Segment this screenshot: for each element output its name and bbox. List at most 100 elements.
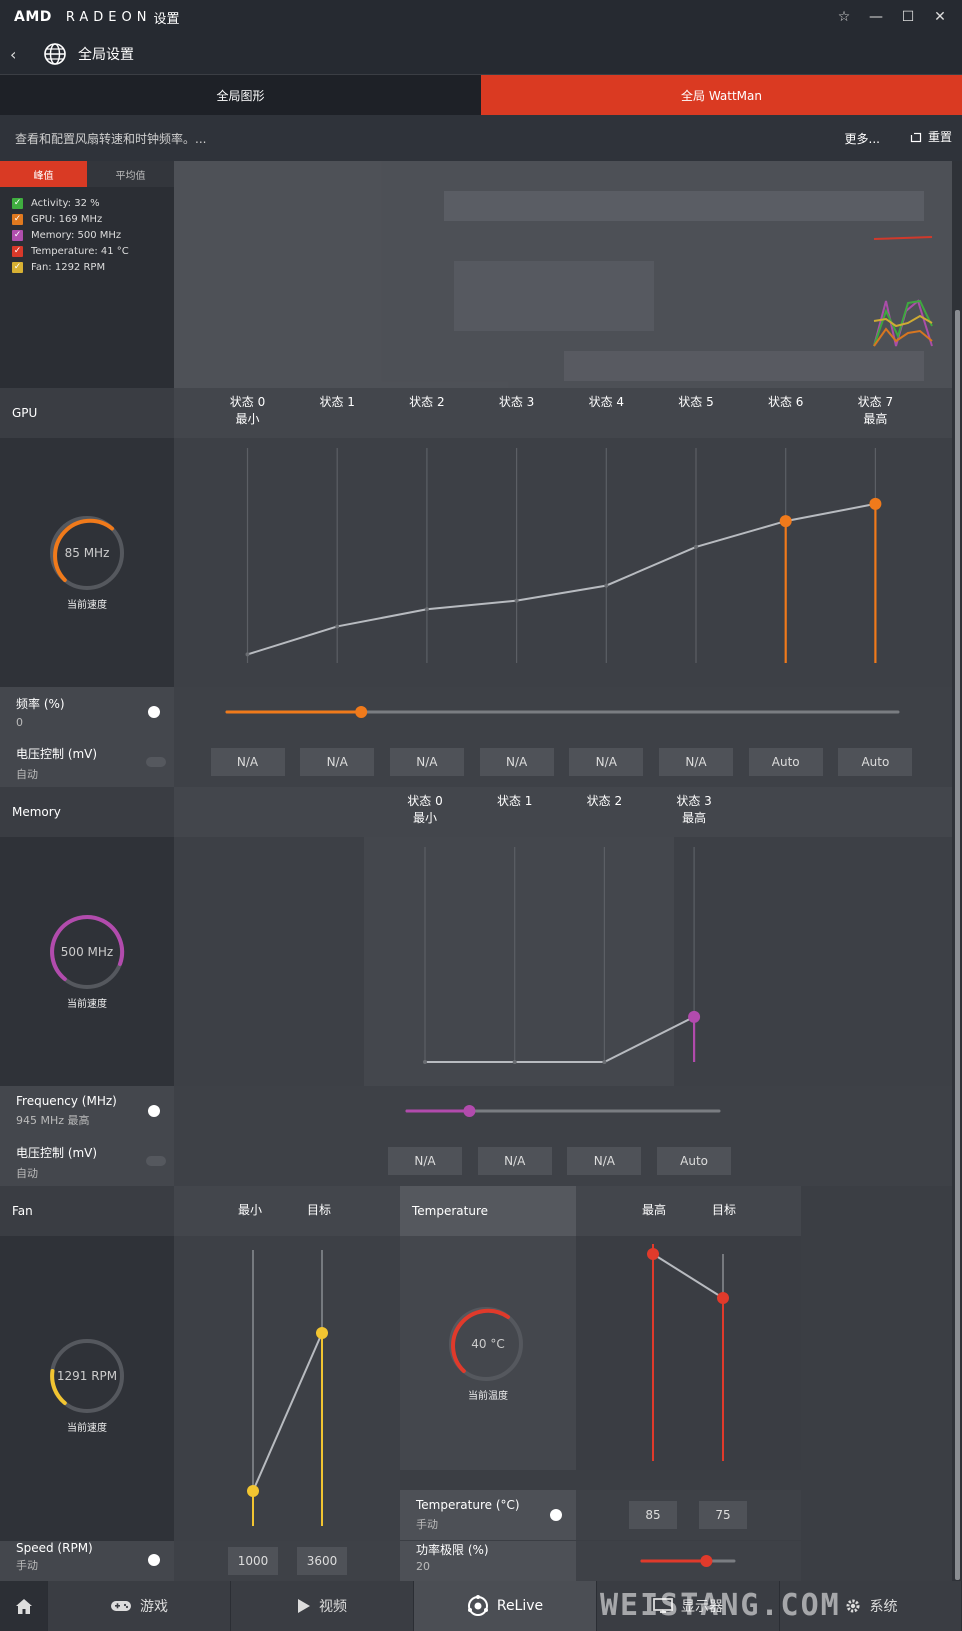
- power-limit-label: 功率极限 (%): [416, 1543, 489, 1557]
- state-point[interactable]: [694, 544, 698, 549]
- gpu-voltage-cell[interactable]: N/A: [569, 748, 644, 776]
- gpu-voltage-cell[interactable]: N/A: [210, 748, 285, 776]
- gpu-voltage-cell[interactable]: N/A: [300, 748, 375, 776]
- temperature-gauge-dial: [449, 1307, 523, 1381]
- back-arrow-icon[interactable]: ‹: [10, 44, 17, 64]
- average-toggle[interactable]: 平均值: [87, 161, 174, 187]
- fan-speed-label: Speed (RPM): [16, 1541, 93, 1555]
- temperature-manual-toggle[interactable]: [550, 1509, 562, 1521]
- gpu-voltage-cell[interactable]: Auto: [838, 748, 913, 776]
- legend-item[interactable]: ✓ GPU: 169 MHz: [0, 211, 174, 227]
- temperature-max-point[interactable]: [647, 1248, 659, 1260]
- gpu-voltage-cell[interactable]: Auto: [748, 748, 823, 776]
- tab-global-graphics[interactable]: 全局图形: [0, 75, 481, 115]
- radeon-logo: RADEON: [65, 9, 152, 25]
- video-button[interactable]: 视频: [231, 1581, 414, 1631]
- legend-item[interactable]: ✓ Activity: 32 %: [0, 195, 174, 211]
- slider-thumb[interactable]: [463, 1105, 476, 1117]
- state-point[interactable]: [245, 652, 250, 657]
- gpu-voltage-cell[interactable]: N/A: [479, 748, 554, 776]
- gpu-gauge-panel: 85 MHz 当前速度: [0, 438, 174, 687]
- state-point[interactable]: [423, 1060, 427, 1064]
- memory-voltage-cell[interactable]: N/A: [477, 1147, 552, 1175]
- memory-frequency-toggle[interactable]: [148, 1105, 160, 1117]
- scrollbar-thumb[interactable]: [955, 310, 960, 1580]
- memory-voltage-row: 电压控制 (mV) 自动: [0, 1136, 174, 1186]
- favorite-icon[interactable]: ☆: [837, 9, 851, 25]
- state-point[interactable]: [512, 1060, 517, 1064]
- bottom-nav: 游戏 视频 ReLive 显示器 系统: [0, 1581, 962, 1631]
- home-button[interactable]: [0, 1581, 48, 1631]
- fan-manual-toggle[interactable]: [148, 1554, 160, 1566]
- state-point[interactable]: [514, 598, 519, 603]
- fan-target-point[interactable]: [316, 1327, 328, 1339]
- gpu-frequency-toggle[interactable]: [148, 706, 160, 718]
- memory-state-header: 状态 0 最小 状态 1 状态 2 状态 3 最高: [174, 787, 952, 837]
- slider-thumb[interactable]: [700, 1555, 713, 1567]
- gpu-voltage-cell[interactable]: N/A: [659, 748, 733, 776]
- power-limit-slider[interactable]: [576, 1541, 801, 1581]
- tab-global-wattman[interactable]: 全局 WattMan: [481, 75, 962, 115]
- checkbox-icon[interactable]: ✓: [12, 229, 23, 241]
- games-button[interactable]: 游戏: [48, 1581, 231, 1631]
- memory-gauge-dial: [50, 915, 125, 989]
- more-link[interactable]: 更多...: [844, 132, 880, 146]
- gpu-voltage-cell[interactable]: N/A: [389, 748, 464, 776]
- gpu-voltage-toggle[interactable]: [146, 757, 166, 767]
- memory-section-title: Memory: [0, 787, 174, 837]
- state-point[interactable]: [779, 515, 792, 528]
- memory-current-speed-label: 当前速度: [67, 999, 107, 1010]
- temperature-target-value[interactable]: 75: [699, 1501, 747, 1529]
- power-limit-slider-row: [576, 1541, 801, 1581]
- legend-item[interactable]: ✓ Fan: 1292 RPM: [0, 259, 174, 275]
- fan-current-speed-value: 1291 RPM: [56, 1369, 118, 1383]
- relive-label: ReLive: [496, 1598, 544, 1614]
- gpu-frequency-slider[interactable]: [174, 687, 952, 737]
- minimize-icon[interactable]: —: [869, 9, 883, 25]
- legend-item[interactable]: ✓ Temperature: 41 °C: [0, 243, 174, 259]
- fan-min-value[interactable]: 1000: [228, 1547, 278, 1575]
- system-label: 系统: [869, 1599, 898, 1615]
- memory-state-label: 状态 2: [586, 794, 623, 808]
- checkbox-icon[interactable]: ✓: [12, 261, 23, 273]
- state-point[interactable]: [688, 1010, 701, 1023]
- state-point[interactable]: [424, 607, 429, 612]
- display-button[interactable]: 显示器: [597, 1581, 780, 1631]
- memory-voltage-cell[interactable]: N/A: [567, 1147, 642, 1175]
- temperature-max-value[interactable]: 85: [629, 1501, 677, 1529]
- gpu-state-label: 状态 0 最小: [229, 395, 266, 426]
- state-point[interactable]: [335, 624, 340, 629]
- state-point[interactable]: [604, 583, 609, 588]
- reset-icon: [909, 130, 922, 142]
- legend-label: GPU: 169 MHz: [31, 213, 103, 225]
- relive-icon: [467, 1595, 488, 1616]
- memory-frequency-slider[interactable]: [174, 1086, 952, 1136]
- close-icon[interactable]: ✕: [934, 9, 946, 25]
- checkbox-icon[interactable]: ✓: [12, 213, 23, 225]
- gpu-frequency-row: 频率 (%) 0: [0, 687, 174, 737]
- state-point[interactable]: [602, 1060, 607, 1064]
- state-point[interactable]: [869, 497, 882, 510]
- gpu-state-label: 状态 1: [319, 395, 355, 409]
- legend-label: Memory: 500 MHz: [31, 229, 122, 241]
- fan-target-value[interactable]: 3600: [297, 1547, 347, 1575]
- memory-voltage-toggle[interactable]: [146, 1156, 166, 1166]
- memory-voltage-cell[interactable]: N/A: [388, 1147, 462, 1175]
- metric-legend: ✓ Activity: 32 % ✓ GPU: 169 MHz ✓ Memory: 500…: [0, 187, 174, 275]
- relive-button[interactable]: ReLive: [414, 1581, 597, 1631]
- temperature-section-title: Temperature: [400, 1186, 576, 1236]
- checkbox-icon[interactable]: ✓: [12, 245, 23, 257]
- legend-item[interactable]: ✓ Memory: 500 MHz: [0, 227, 174, 243]
- memory-voltage-label: 电压控制 (mV): [16, 1146, 98, 1160]
- memory-state-label: 状态 0 最小: [407, 794, 443, 825]
- play-icon: [298, 1599, 310, 1613]
- reset-button[interactable]: 重置: [909, 128, 952, 145]
- nav-bar: ‹ 全局设置: [0, 34, 962, 74]
- temperature-target-point[interactable]: [717, 1292, 729, 1304]
- slider-thumb[interactable]: [355, 706, 368, 718]
- peak-toggle[interactable]: 峰值: [0, 161, 87, 187]
- memory-voltage-cell[interactable]: Auto: [657, 1147, 732, 1175]
- fan-min-point[interactable]: [247, 1485, 259, 1497]
- checkbox-icon[interactable]: ✓: [12, 197, 23, 209]
- maximize-icon[interactable]: ☐: [901, 9, 915, 25]
